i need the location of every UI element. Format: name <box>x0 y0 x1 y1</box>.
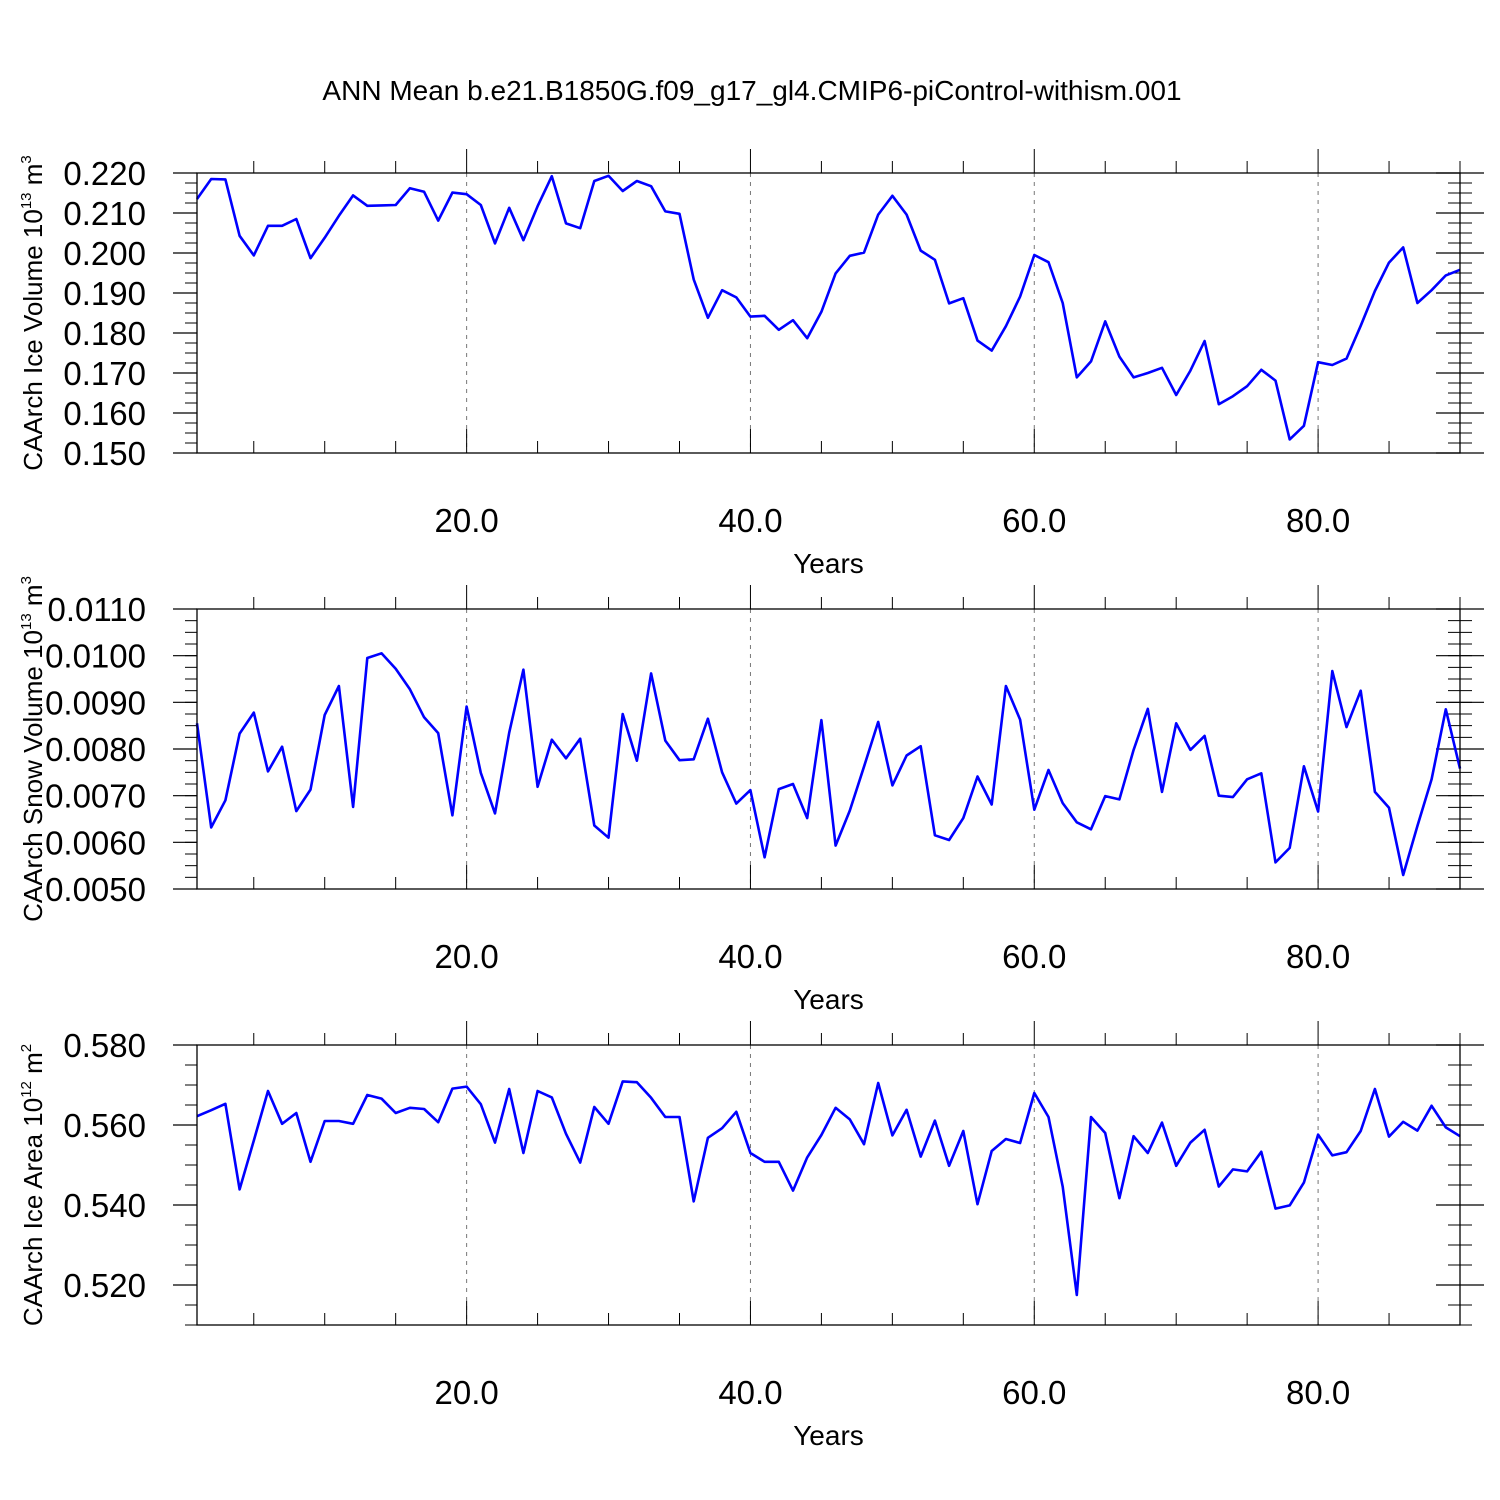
y-tick-label: 0.0050 <box>45 871 146 908</box>
y-tick-label: 0.580 <box>63 1027 146 1064</box>
series-line <box>195 651 1462 877</box>
y-tick-label: 0.160 <box>63 395 146 432</box>
plot-frame <box>196 1044 1461 1326</box>
series-line <box>195 174 1461 441</box>
x-tick-label: 80.0 <box>1286 1374 1350 1411</box>
x-axis-label: Years <box>793 548 864 579</box>
y-label-text: CAArch Ice Volume 10 <box>18 209 48 471</box>
y-label-superscript: 13 <box>18 192 35 209</box>
figure-title: ANN Mean b.e21.B1850G.f09_g17_gl4.CMIP6-… <box>322 75 1181 106</box>
y-axis-label: CAArch Snow Volume 1013 m3 <box>18 576 48 922</box>
y-axis-label: CAArch Ice Area 1012 m2 <box>18 1044 48 1326</box>
y-label-superscript: 2 <box>18 1044 35 1052</box>
x-tick-label: 20.0 <box>435 502 499 539</box>
series-line <box>196 1080 1461 1297</box>
y-tick-label: 0.540 <box>63 1187 146 1224</box>
y-tick-label: 0.0100 <box>45 638 146 675</box>
x-tick-label: 20.0 <box>435 1374 499 1411</box>
x-tick-label: 80.0 <box>1286 938 1350 975</box>
y-axis-label: CAArch Ice Volume 1013 m3 <box>18 155 48 471</box>
panel-2: 0.0050 0.0060 0.0070 0.0080 0.0090 0.0100 0.01… <box>18 576 1484 1015</box>
x-tick-label: 80.0 <box>1286 502 1350 539</box>
plot-frame <box>196 172 1461 454</box>
y-tick-label: 0.560 <box>63 1107 146 1144</box>
y-label-superscript: 12 <box>18 1081 35 1098</box>
x-axis-label: Years <box>793 984 864 1015</box>
x-tick-label: 60.0 <box>1002 938 1066 975</box>
y-label-text: m <box>18 584 48 613</box>
y-label-superscript: 3 <box>18 576 35 584</box>
y-tick-label: 0.180 <box>63 315 146 352</box>
y-tick-label: 0.0110 <box>48 591 146 628</box>
y-label-superscript: 13 <box>18 613 35 630</box>
y-tick-label: 0.150 <box>63 435 146 472</box>
y-tick-label: 0.190 <box>63 275 146 312</box>
y-tick-label: 0.0060 <box>45 824 146 861</box>
x-tick-label: 40.0 <box>718 938 782 975</box>
x-tick-label: 40.0 <box>718 502 782 539</box>
panels: 0.1500.1600.1700.1800.1900.2000.2100.220… <box>18 149 1484 1451</box>
y-tick-label: 0.200 <box>63 235 146 272</box>
y-label-superscript: 3 <box>18 155 35 163</box>
y-tick-label: 0.170 <box>63 355 146 392</box>
y-tick-label: 0.0080 <box>45 731 146 768</box>
y-tick-label: 0.520 <box>63 1267 146 1304</box>
x-axis-label: Years <box>793 1420 864 1451</box>
y-tick-label: 0.210 <box>63 195 146 232</box>
x-tick-label: 40.0 <box>718 1374 782 1411</box>
x-tick-label: 60.0 <box>1002 1374 1066 1411</box>
x-tick-label: 60.0 <box>1002 502 1066 539</box>
y-label-text: m <box>18 1052 48 1081</box>
y-tick-label: 0.0070 <box>45 778 146 815</box>
y-label-text: m <box>18 164 48 193</box>
panel-1: 0.1500.1600.1700.1800.1900.2000.2100.220… <box>18 149 1484 579</box>
x-tick-label: 20.0 <box>435 938 499 975</box>
y-tick-label: 0.0090 <box>45 684 146 721</box>
panel-3: 0.520 0.540 0.560 0.580 20.0 40.0 60.0 80.0 Year… <box>18 1021 1484 1451</box>
y-label-text: CAArch Snow Volume 10 <box>18 630 48 922</box>
plot-frame <box>196 608 1461 890</box>
y-tick-label: 0.220 <box>63 155 146 192</box>
y-label-text: CAArch Ice Area 10 <box>18 1098 48 1326</box>
